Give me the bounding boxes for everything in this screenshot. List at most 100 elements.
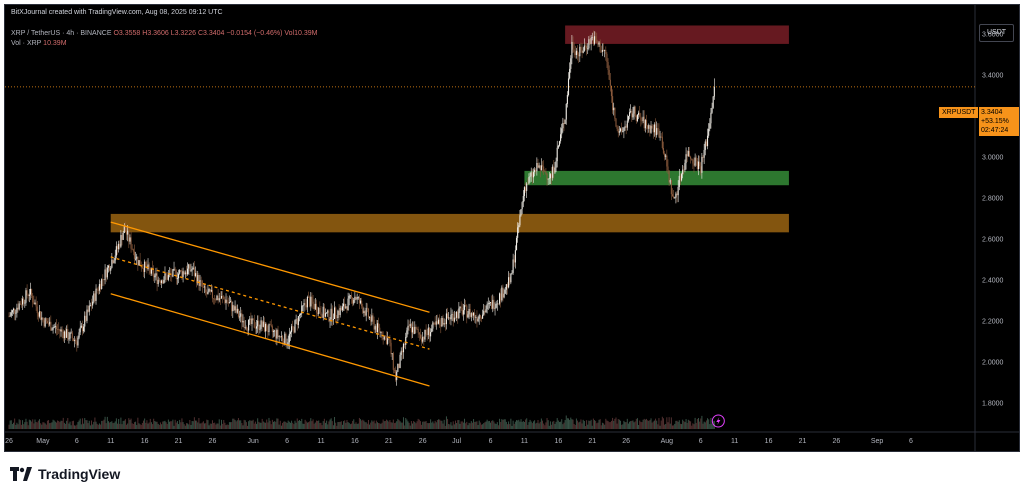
candle-body xyxy=(540,165,542,171)
candle-body xyxy=(241,313,243,323)
candle-body xyxy=(199,280,201,286)
candle-body xyxy=(473,312,475,316)
volume-bar xyxy=(492,420,494,429)
candle-body xyxy=(182,271,184,277)
volume-bar xyxy=(101,420,103,429)
candle-body xyxy=(277,329,279,337)
volume-bar xyxy=(94,417,96,429)
volume-bar xyxy=(712,421,714,429)
volume-bar xyxy=(506,424,508,429)
volume-bar xyxy=(493,421,495,429)
volume-bar xyxy=(228,422,230,429)
candle-body xyxy=(478,315,480,319)
volume-bar xyxy=(147,423,149,429)
volume-bar xyxy=(235,421,237,429)
volume-bar xyxy=(211,420,213,429)
candle-body xyxy=(343,303,345,307)
volume-bar xyxy=(449,424,451,429)
candle-body xyxy=(285,333,287,345)
legend-pair[interactable]: XRP / TetherUS · 4h · BINANCE xyxy=(11,30,112,37)
candle-body xyxy=(155,273,157,276)
volume-bar xyxy=(434,420,436,429)
candle-body xyxy=(59,329,61,332)
candle-body xyxy=(76,341,78,346)
volume-bar xyxy=(251,420,253,429)
candle-body xyxy=(85,315,87,321)
candle-body xyxy=(324,313,327,317)
candle-body xyxy=(702,156,704,158)
candle-body xyxy=(549,174,551,179)
volume-bar xyxy=(293,424,295,429)
candle-body xyxy=(703,149,705,158)
candle-body xyxy=(12,308,15,311)
volume-bar xyxy=(624,422,626,429)
candle-body xyxy=(644,120,646,129)
candle-body xyxy=(350,295,353,298)
candle-body xyxy=(454,317,457,319)
chart-panel[interactable]: 3.60003.40003.20003.00002.80002.60002.40… xyxy=(4,4,1020,452)
x-tick-label: 6 xyxy=(489,438,493,445)
tradingview-logo[interactable]: TradingView xyxy=(10,464,120,484)
volume-legend-label[interactable]: Vol · XRP xyxy=(11,40,42,47)
volume-bar xyxy=(102,420,104,429)
volume-bar xyxy=(330,418,332,429)
candle-body xyxy=(31,288,33,296)
candle-body xyxy=(608,69,610,80)
volume-bar xyxy=(331,421,333,429)
candle-body xyxy=(344,303,346,309)
volume-bar xyxy=(595,420,597,429)
candle-body xyxy=(678,175,680,187)
volume-bar xyxy=(11,424,13,429)
candle-body xyxy=(433,322,435,324)
x-tick-label: May xyxy=(36,438,50,445)
y-tick-label: 1.8000 xyxy=(982,400,1004,407)
volume-bar xyxy=(31,421,33,429)
volume-bar xyxy=(478,420,480,429)
candle-body xyxy=(508,277,510,288)
volume-bar xyxy=(527,424,529,429)
volume-bar xyxy=(328,421,330,429)
symbol-legend[interactable]: XRP / TetherUS · 4h · BINANCE O3.3558 H3… xyxy=(11,30,317,37)
candle-body xyxy=(272,331,275,332)
volume-bar xyxy=(327,424,329,429)
volume-bar xyxy=(138,423,140,429)
volume-bar xyxy=(435,422,437,429)
volume-bar xyxy=(324,422,326,429)
candle-body xyxy=(587,48,589,50)
candle-body xyxy=(372,315,374,320)
volume-bar xyxy=(647,420,649,429)
volume-bar xyxy=(360,419,362,429)
candle-body xyxy=(205,286,207,293)
volume-bar xyxy=(666,417,668,429)
currency-button[interactable]: USDT xyxy=(979,24,1014,42)
candle-body xyxy=(496,303,498,305)
volume-bar xyxy=(16,422,18,429)
chart-canvas[interactable]: 3.60003.40003.20003.00002.80002.60002.40… xyxy=(5,5,1019,451)
candle-body xyxy=(623,127,625,132)
volume-bar xyxy=(497,425,499,429)
volume-bar xyxy=(707,418,709,429)
candle-body xyxy=(137,256,139,266)
volume-bar xyxy=(78,420,80,429)
volume-legend[interactable]: Vol · XRP 10.39M xyxy=(11,40,67,47)
volume-bar xyxy=(313,423,315,429)
volume-bar xyxy=(32,419,34,429)
candle-body xyxy=(102,279,104,280)
volume-bar xyxy=(254,421,256,429)
volume-bar xyxy=(86,420,88,429)
volume-bar xyxy=(681,424,683,429)
candle-body xyxy=(677,186,679,196)
candle-body xyxy=(248,319,250,331)
candle-body xyxy=(684,163,686,171)
volume-bar xyxy=(354,423,356,429)
candle-body xyxy=(27,295,29,297)
candle-body xyxy=(399,354,401,368)
volume-bar xyxy=(277,418,279,429)
volume-bar xyxy=(520,419,522,429)
volume-bar xyxy=(495,423,497,429)
candle-body xyxy=(382,337,384,340)
volume-bar xyxy=(513,423,515,429)
candle-body xyxy=(469,308,471,317)
candle-body xyxy=(107,265,110,268)
volume-bar xyxy=(623,420,625,429)
